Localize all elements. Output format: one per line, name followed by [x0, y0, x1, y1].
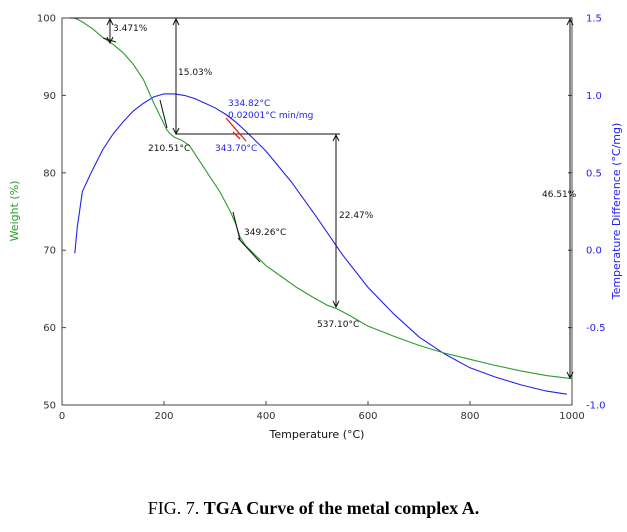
y-right-tick-label: 1.5	[586, 14, 602, 25]
red-markers	[225, 117, 247, 142]
arrowhead-22-47-top	[332, 133, 340, 142]
y-right-tick-label: 0.0	[586, 246, 602, 257]
annotation-343-70: 343.70°C	[215, 144, 257, 154]
annotation-guides	[70, 17, 574, 380]
annotation-210-51: 210.51°C	[148, 144, 190, 154]
caption-prefix: FIG. 7.	[147, 498, 200, 518]
series-line-temperature-difference	[74, 93, 567, 395]
x-tick-label: 600	[358, 411, 377, 422]
y-right-tick-label: -1.0	[586, 401, 606, 412]
arrowhead-3-471-top	[106, 17, 114, 26]
annotation-3-471: 3.471%	[113, 24, 148, 34]
figure-caption: FIG. 7. TGA Curve of the metal complex A…	[0, 498, 627, 519]
tangent-mark-3	[237, 237, 261, 263]
y-left-tick-label: 50	[43, 401, 56, 412]
x-tick-label: 800	[460, 411, 479, 422]
annotation-15-03: 15.03%	[178, 68, 213, 78]
tangent-mark-1	[159, 99, 168, 129]
tangent-mark-2	[232, 211, 241, 241]
arrowhead-22-47-bottom	[332, 300, 340, 309]
tga-chart: Temperature (°C) Weight (%) Temperature …	[8, 14, 623, 442]
y-right-tick-label: 0.5	[586, 168, 602, 179]
annotation-349-26: 349.26°C	[244, 228, 286, 238]
y-axis-label-left: Weight (%)	[8, 181, 21, 242]
arrowhead-15-03-top	[172, 17, 180, 26]
red-tick	[232, 131, 241, 140]
arrowhead-3-471-bottom	[106, 36, 114, 45]
arrowhead-46-51-top	[566, 17, 574, 26]
caption-title: TGA Curve of the metal complex A.	[203, 498, 480, 518]
y-right-tick-label: 1.0	[586, 91, 602, 102]
x-axis-label: Temperature (°C)	[269, 428, 365, 441]
x-tick-label: 400	[256, 411, 275, 422]
annotation-22-47: 22.47%	[339, 211, 374, 221]
y-ticks-right: -1.0 -0.5 0.0 0.5 1.0 1.5	[568, 14, 606, 412]
y-axis-label-right: Temperature Difference (°C/mg)	[610, 123, 623, 301]
annotation-peak-rate: 0.02001°C min/mg	[228, 111, 313, 121]
annotation-46-51: 46.51%	[542, 190, 577, 200]
tangent-mark-4	[102, 37, 117, 43]
red-tangent	[225, 117, 247, 142]
x-tick-label: 1000	[559, 411, 584, 422]
x-ticks: 0 200 400 600 800 1000	[59, 401, 585, 422]
y-left-tick-label: 100	[37, 14, 56, 25]
y-right-tick-label: -0.5	[586, 323, 606, 334]
x-tick-label: 0	[59, 411, 65, 422]
y-ticks-left: 50 60 70 80 90 100	[37, 14, 66, 412]
y-left-tick-label: 70	[43, 246, 56, 257]
annotation-peak-temp: 334.82°C	[228, 99, 270, 109]
y-left-tick-label: 80	[43, 168, 56, 179]
x-tick-label: 200	[154, 411, 173, 422]
plot-frame	[61, 17, 573, 406]
arrowhead-46-51-bottom	[566, 371, 574, 380]
annotation-537-10: 537.10°C	[317, 320, 359, 330]
y-left-tick-label: 90	[43, 91, 56, 102]
y-left-tick-label: 60	[43, 323, 56, 334]
